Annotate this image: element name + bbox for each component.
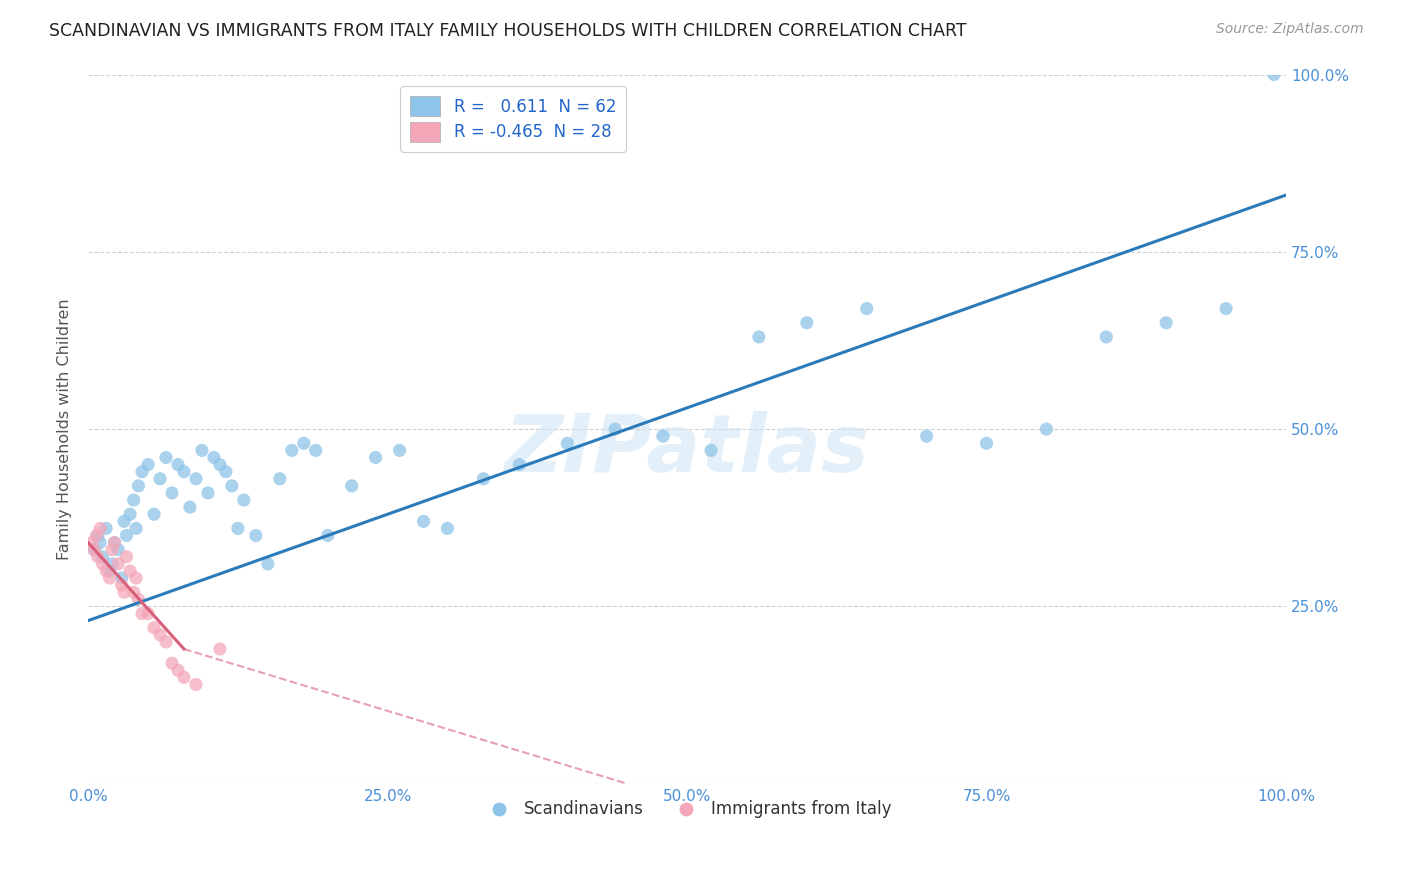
Point: [508, 458, 530, 472]
Point: [111, 571, 134, 585]
Point: [915, 429, 938, 443]
Point: [101, 542, 124, 557]
Point: [364, 450, 387, 465]
Point: [115, 528, 138, 542]
Point: [111, 578, 134, 592]
Point: [94, 521, 117, 535]
Point: [245, 528, 267, 542]
Point: [120, 564, 142, 578]
Point: [976, 436, 998, 450]
Point: [202, 450, 225, 465]
Point: [1215, 301, 1237, 316]
Point: [91, 557, 114, 571]
Point: [149, 628, 172, 642]
Point: [197, 486, 219, 500]
Point: [388, 443, 411, 458]
Point: [98, 564, 121, 578]
Point: [472, 472, 495, 486]
Point: [120, 507, 142, 521]
Point: [112, 514, 135, 528]
Point: [269, 472, 291, 486]
Point: [125, 571, 148, 585]
Point: [436, 521, 458, 535]
Point: [160, 486, 183, 500]
Point: [208, 642, 231, 657]
Point: [107, 542, 129, 557]
Point: [136, 458, 159, 472]
Point: [89, 521, 111, 535]
Point: [89, 535, 111, 549]
Point: [136, 607, 159, 621]
Point: [83, 542, 105, 557]
Legend: Scandinavians, Immigrants from Italy: Scandinavians, Immigrants from Italy: [477, 794, 898, 825]
Text: SCANDINAVIAN VS IMMIGRANTS FROM ITALY FAMILY HOUSEHOLDS WITH CHILDREN CORRELATIO: SCANDINAVIAN VS IMMIGRANTS FROM ITALY FA…: [49, 22, 967, 40]
Point: [179, 500, 201, 515]
Point: [305, 443, 328, 458]
Point: [1263, 68, 1285, 82]
Point: [256, 557, 278, 571]
Point: [80, 535, 103, 549]
Point: [103, 535, 125, 549]
Point: [94, 564, 117, 578]
Point: [87, 528, 110, 542]
Point: [281, 443, 304, 458]
Point: [155, 635, 177, 649]
Point: [700, 443, 723, 458]
Point: [555, 436, 578, 450]
Point: [208, 458, 231, 472]
Point: [112, 585, 135, 599]
Point: [1095, 330, 1118, 344]
Point: [748, 330, 770, 344]
Point: [412, 514, 434, 528]
Point: [122, 585, 145, 599]
Point: [115, 549, 138, 564]
Point: [316, 528, 339, 542]
Point: [103, 535, 125, 549]
Point: [184, 677, 207, 691]
Point: [149, 472, 172, 486]
Text: ZIPatlas: ZIPatlas: [505, 411, 869, 490]
Point: [232, 493, 254, 508]
Y-axis label: Family Households with Children: Family Households with Children: [58, 298, 72, 560]
Point: [191, 443, 214, 458]
Point: [131, 607, 153, 621]
Point: [101, 557, 124, 571]
Point: [855, 301, 877, 316]
Point: [125, 521, 148, 535]
Point: [143, 507, 166, 521]
Point: [83, 542, 105, 557]
Point: [1035, 422, 1057, 436]
Point: [796, 316, 818, 330]
Point: [605, 422, 627, 436]
Point: [652, 429, 675, 443]
Point: [215, 465, 238, 479]
Point: [127, 592, 149, 607]
Point: [221, 479, 243, 493]
Point: [86, 528, 108, 542]
Point: [91, 549, 114, 564]
Point: [131, 465, 153, 479]
Point: [127, 479, 149, 493]
Text: Source: ZipAtlas.com: Source: ZipAtlas.com: [1216, 22, 1364, 37]
Point: [155, 450, 177, 465]
Point: [98, 571, 121, 585]
Point: [167, 663, 190, 677]
Point: [173, 670, 195, 684]
Point: [1154, 316, 1177, 330]
Point: [292, 436, 315, 450]
Point: [107, 557, 129, 571]
Point: [184, 472, 207, 486]
Point: [226, 521, 249, 535]
Point: [87, 549, 110, 564]
Point: [160, 656, 183, 670]
Point: [143, 621, 166, 635]
Point: [167, 458, 190, 472]
Point: [122, 493, 145, 508]
Point: [173, 465, 195, 479]
Point: [340, 479, 363, 493]
